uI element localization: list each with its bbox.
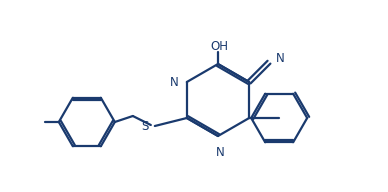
Text: N: N bbox=[170, 75, 179, 89]
Text: S: S bbox=[142, 121, 149, 133]
Text: N: N bbox=[216, 146, 224, 159]
Text: N: N bbox=[276, 52, 285, 65]
Text: OH: OH bbox=[210, 40, 228, 52]
